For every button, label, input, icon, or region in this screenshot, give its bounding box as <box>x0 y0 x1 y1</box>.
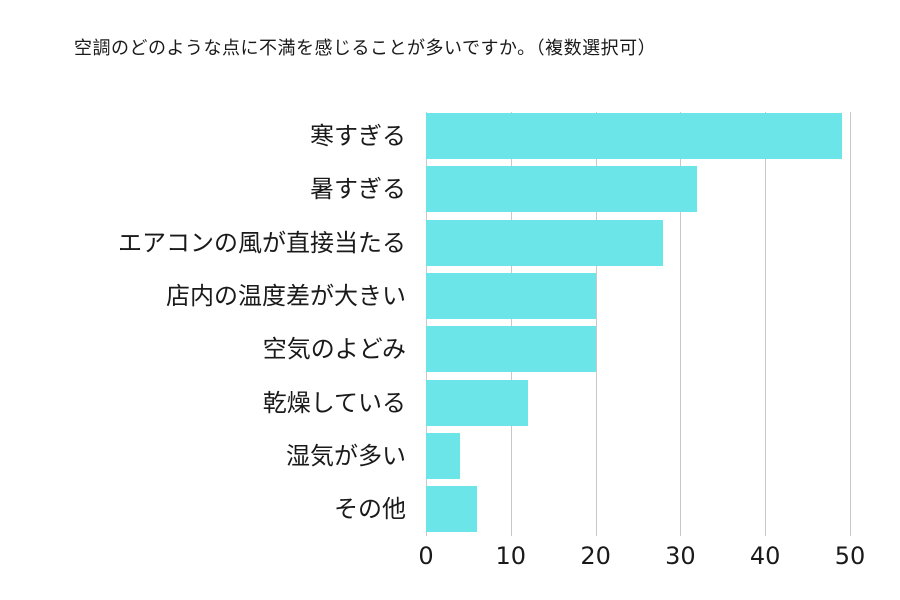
gridline <box>595 112 597 536</box>
category-label: 乾燥している <box>262 388 406 417</box>
category-label: 湿気が多い <box>286 441 406 470</box>
category-label: 寒すぎる <box>310 122 406 150</box>
bar <box>426 272 596 319</box>
category-label: エアコンの風が直接当たる <box>118 228 406 257</box>
plot-area <box>426 112 851 536</box>
category-label: 暑すぎる <box>310 175 406 204</box>
bar <box>426 113 842 159</box>
bar <box>426 486 477 533</box>
x-tick-label: 30 <box>665 542 696 570</box>
gridline <box>850 112 851 536</box>
x-tick-label: 0 <box>418 542 434 570</box>
bar <box>426 166 698 213</box>
x-tick-label: 10 <box>495 542 527 570</box>
chart-title: 空調のどのような点に不満を感じることが多いですか。（複数選択可） <box>74 38 657 59</box>
gridline <box>765 112 767 536</box>
bar <box>426 432 460 479</box>
bar <box>426 326 596 373</box>
gridline <box>510 112 512 536</box>
x-tick-label: 40 <box>749 542 781 570</box>
x-tick-label: 20 <box>580 542 611 570</box>
category-label: 店内の温度差が大きい <box>166 281 406 310</box>
bar <box>426 379 528 426</box>
category-label: 空気のよどみ <box>262 335 406 364</box>
gridline <box>680 112 682 536</box>
x-tick-label: 50 <box>834 542 866 570</box>
gridline <box>426 112 427 536</box>
category-label: その他 <box>334 495 406 524</box>
bar <box>426 219 664 266</box>
